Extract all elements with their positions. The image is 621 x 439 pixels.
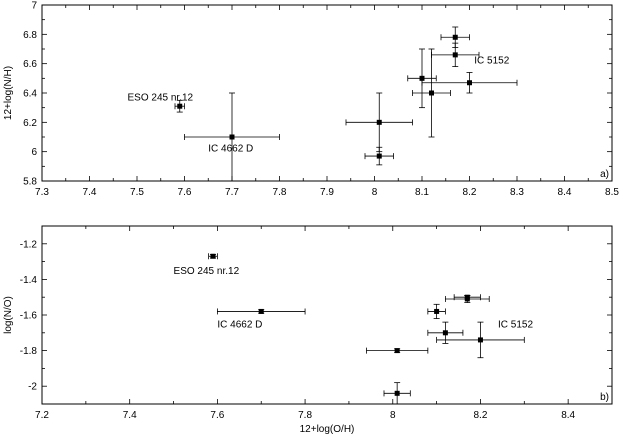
y-tick-label: 6.6 [23,59,37,70]
galaxy-label: IC 5152 [498,319,533,330]
panel-label: b) [600,392,609,403]
point-marker [452,52,458,58]
data-point [427,303,446,319]
galaxy-label: ESO 245 nr.12 [128,92,194,103]
panel-b: 7.2 7.4 7.6 7.8 8 8.2 8.4 -2 -1.8 -1.6 -1.4 -1.2 log… [3,225,613,435]
data-point [208,253,218,260]
galaxy-label: IC 4662 D [217,319,262,330]
point-marker [434,308,440,314]
galaxy-label: IC 4662 D [208,144,253,155]
galaxy-label: IC 5152 [474,56,509,67]
x-tick-label: 7.4 [83,187,97,198]
x-tick-label: 8.5 [605,187,619,198]
y-tick-label: 6.2 [23,118,37,129]
y-tick-label: -1.4 [20,275,38,286]
point-marker [394,390,400,396]
x-tick-label: 7.7 [225,187,239,198]
x-tick-label: 7.4 [123,410,137,421]
data-point [436,321,525,359]
panel-label: a) [600,169,609,180]
x-tick-label: 8.3 [510,187,524,198]
data-point [383,382,411,405]
point-marker [394,348,400,354]
point-marker [419,75,425,81]
data-point [366,347,429,354]
y-axis-title: 12+log(N/H) [3,66,14,120]
y-tick-label: -2 [28,382,37,393]
y-tick-label: 6 [31,147,37,158]
point-marker [464,296,470,302]
x-tick-label: 8.2 [474,410,488,421]
point-marker [467,80,472,86]
x-tick-label: 7.3 [35,187,49,198]
data-point [421,72,518,94]
y-tick-label: 5.8 [23,177,37,188]
x-tick-label: 7.8 [273,187,287,198]
data-point [407,48,437,109]
data-point [412,48,451,138]
point-marker [210,253,216,259]
point-marker [376,153,382,159]
data-point [345,92,413,153]
x-axis-title: 12+log(O/H) [300,424,355,435]
y-tick-label: 6.8 [23,30,37,41]
data-point [444,295,490,303]
point-marker [258,308,264,314]
x-tick-label: 8.4 [558,187,572,198]
point-marker [452,34,458,40]
x-tick-label: 8.2 [463,187,477,198]
y-axis-title: log(N/O) [3,296,14,334]
galaxy-label: ESO 245 nr.12 [174,266,240,277]
x-tick-label: 7.8 [298,410,312,421]
point-marker [442,330,448,336]
x-tick-label: 7.6 [178,187,192,198]
x-tick-label: 7.2 [35,410,49,421]
x-tick-label: 7.9 [320,187,334,198]
x-tick-label: 7.6 [210,410,224,421]
data-point [364,146,394,166]
y-tick-label: 6.4 [23,89,37,100]
point-marker [429,90,434,96]
x-tick-label: 8.1 [415,187,429,198]
panel-a: 7.3 7.4 7.5 7.6 7.7 7.8 7.9 8 8.1 8.2 8.3 8.4 8.5 5.8… [3,1,619,199]
point-marker [477,337,483,343]
y-tick-label: -1.6 [20,311,38,322]
plot-frame [41,225,613,405]
data-point [184,92,280,182]
y-tick-label: -1.8 [20,346,38,357]
x-tick-label: 8 [390,410,396,421]
y-tick-label: 7 [31,1,37,12]
point-marker [229,134,235,140]
x-tick-label: 8 [372,187,378,198]
data-point [440,26,470,48]
data-point [174,99,185,113]
y-tick-label: -1.2 [20,239,38,250]
x-tick-label: 7.5 [130,187,144,198]
point-marker [177,103,183,109]
data-point [216,308,306,315]
x-tick-label: 8.4 [561,410,575,421]
point-marker [376,119,382,125]
